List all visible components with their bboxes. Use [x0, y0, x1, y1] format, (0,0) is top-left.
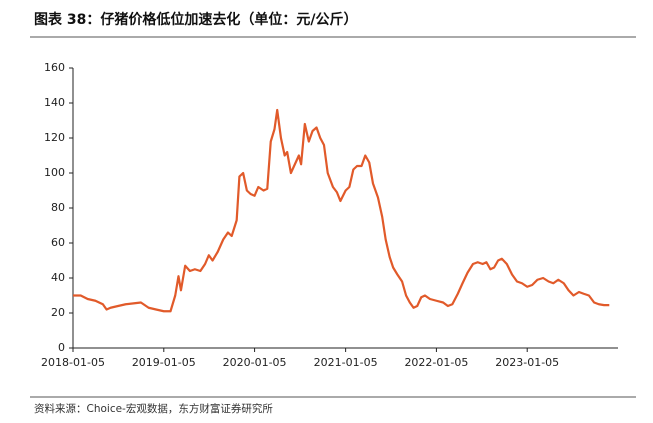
y-tick-label: 40: [51, 271, 65, 284]
x-tick-label: 2021-01-05: [314, 356, 378, 369]
source: 资料来源：Choice-宏观数据，东方财富证券研究所: [34, 402, 273, 415]
y-tick-label: 100: [44, 166, 65, 179]
x-tick-label: 2022-01-05: [404, 356, 468, 369]
y-tick-label: 140: [44, 96, 65, 109]
chart-title: 图表 38：仔猪价格低位加速去化（单位：元/公斤）: [34, 11, 357, 28]
y-tick-label: 80: [51, 201, 65, 214]
x-tick-label: 2020-01-05: [223, 356, 287, 369]
y-tick-label: 120: [44, 131, 65, 144]
x-tick-label: 2019-01-05: [132, 356, 196, 369]
y-tick-label: 0: [58, 341, 65, 354]
series-line: [73, 108, 610, 313]
y-tick-label: 160: [44, 61, 65, 74]
y-tick-label: 20: [51, 306, 65, 319]
y-tick-label: 60: [51, 236, 65, 249]
x-tick-label: 2018-01-05: [41, 356, 105, 369]
x-tick-label: 2023-01-05: [495, 356, 559, 369]
